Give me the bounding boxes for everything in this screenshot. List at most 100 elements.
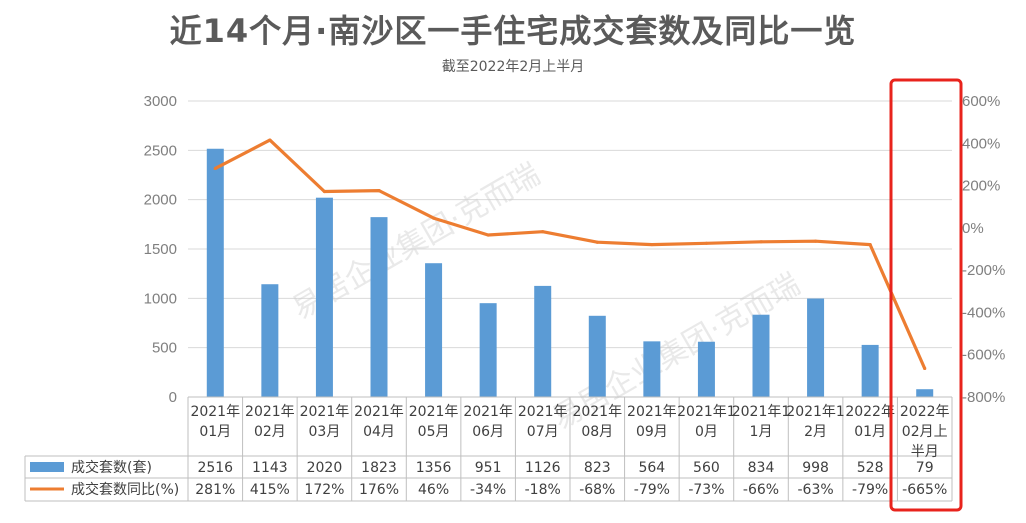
category-label: 01月 — [199, 424, 231, 440]
category-label: 02月上 — [902, 424, 948, 440]
table-cell-yoy: -18% — [525, 482, 561, 498]
bar — [534, 285, 552, 397]
line-point — [322, 189, 327, 194]
table-cell-yoy: -79% — [634, 482, 670, 498]
line-point — [541, 230, 545, 234]
right-axis-tick: 0% — [962, 220, 984, 237]
table-cell-yoy: -68% — [579, 482, 615, 498]
category-label: 2021年1 — [786, 404, 845, 420]
bar — [315, 197, 333, 397]
table-cell-yoy: -73% — [688, 482, 724, 498]
category-label: 2月 — [804, 424, 827, 440]
bar — [752, 314, 770, 397]
gridlines — [188, 100, 952, 398]
category-label: 2021年 — [627, 404, 677, 420]
table-cell-yoy: 281% — [195, 482, 235, 498]
left-axis-tick: 0 — [169, 389, 177, 406]
table-cell-yoy: 172% — [304, 482, 344, 498]
line-point — [704, 241, 709, 245]
bar — [261, 284, 279, 397]
line-point — [759, 240, 763, 244]
table-cell-count: 951 — [475, 460, 502, 476]
bar — [479, 303, 497, 397]
category-label: 2021年 — [572, 404, 622, 420]
table-cell-count: 564 — [638, 460, 665, 476]
table-cell-yoy: -63% — [797, 482, 833, 498]
category-label: 0月 — [695, 424, 718, 440]
category-label: 2022年 — [845, 404, 895, 420]
category-label: 07月 — [527, 424, 559, 440]
category-label: 03月 — [309, 424, 341, 440]
line-point — [268, 138, 272, 142]
right-axis-tick: -600% — [962, 347, 1005, 364]
table-cell-count: 1126 — [525, 460, 561, 476]
category-label: 2022年 — [900, 404, 950, 420]
table-cell-count: 823 — [584, 460, 611, 476]
left-axis-tick: 2500 — [144, 142, 177, 159]
line-point — [486, 233, 490, 237]
category-label: 02月 — [254, 424, 286, 440]
table-cell-count: 1356 — [416, 460, 452, 476]
category-label: 09月 — [636, 424, 668, 440]
line-point — [923, 366, 927, 371]
right-axis-tick: -200% — [962, 262, 1005, 279]
highlight-frame — [889, 78, 963, 512]
category-label: 2021年1 — [677, 404, 736, 420]
line-point — [650, 242, 654, 247]
category-label: 2021年 — [190, 404, 240, 420]
line-point — [213, 166, 217, 171]
line-point — [595, 240, 599, 244]
table-cell-yoy: 176% — [359, 482, 399, 498]
category-label: 05月 — [418, 424, 450, 440]
bar — [643, 341, 661, 397]
data-table: 2021年 01月 2021年 02月 2021年 03月 2021年 04月 2021年 05月… — [24, 396, 953, 502]
category-label: 1月 — [750, 424, 773, 440]
left-axis-tick: 1000 — [144, 290, 177, 307]
category-label: 2021年 — [463, 404, 513, 420]
right-axis-tick: 200% — [962, 178, 1000, 195]
table-cell-yoy: -665% — [902, 482, 947, 498]
bar — [370, 217, 388, 397]
legend-label-line: 成交套数同比(%) — [71, 481, 179, 498]
right-axis-tick: 400% — [962, 135, 1000, 152]
bar — [206, 148, 224, 397]
line-point — [813, 239, 818, 243]
table-cell-count: 560 — [693, 460, 720, 476]
category-label: 04月 — [363, 424, 395, 440]
category-label: 2021年 — [354, 404, 404, 420]
line-point — [431, 216, 436, 220]
category-label: 08月 — [581, 424, 613, 440]
left-axis-tick: 3000 — [144, 93, 177, 110]
table-cell-yoy: -34% — [470, 482, 506, 498]
bar — [861, 344, 879, 397]
right-axis-tick: -400% — [962, 304, 1005, 321]
bar — [916, 389, 934, 397]
right-axis-tick: -800% — [962, 389, 1005, 406]
table-cell-yoy: -79% — [852, 482, 888, 498]
category-label: 01月 — [854, 424, 886, 440]
line-point — [377, 189, 381, 193]
left-axis-tick: 1500 — [144, 241, 177, 258]
table-cell-count: 1823 — [361, 460, 397, 476]
highlight-box — [889, 78, 963, 512]
table-cell-count: 2516 — [197, 460, 233, 476]
left-axis: 0 500 1000 1500 2000 2500 3000 — [144, 93, 177, 406]
table-cell-count: 528 — [857, 460, 884, 476]
bar — [425, 263, 443, 397]
chart-subtitle: 截至2022年2月上半月 — [441, 59, 585, 75]
bar-series — [206, 148, 934, 397]
bar — [588, 315, 606, 397]
category-label: 06月 — [472, 424, 504, 440]
table-cell-yoy: 46% — [418, 482, 449, 498]
category-label: 2021年1 — [732, 404, 791, 420]
line-point — [868, 242, 872, 247]
right-axis: -800% -600% -400% -200% 0% 200% 400% 600% — [962, 93, 1005, 406]
left-axis-tick: 2000 — [144, 192, 177, 209]
category-label: 2021年 — [518, 404, 568, 420]
chart-title: 近14个月·南沙区一手住宅成交套数及同比一览 — [169, 12, 857, 50]
table-cell-count: 79 — [916, 460, 934, 476]
line-series — [213, 138, 927, 371]
table-cell-yoy: -66% — [743, 482, 779, 498]
category-label: 2021年 — [409, 404, 459, 420]
